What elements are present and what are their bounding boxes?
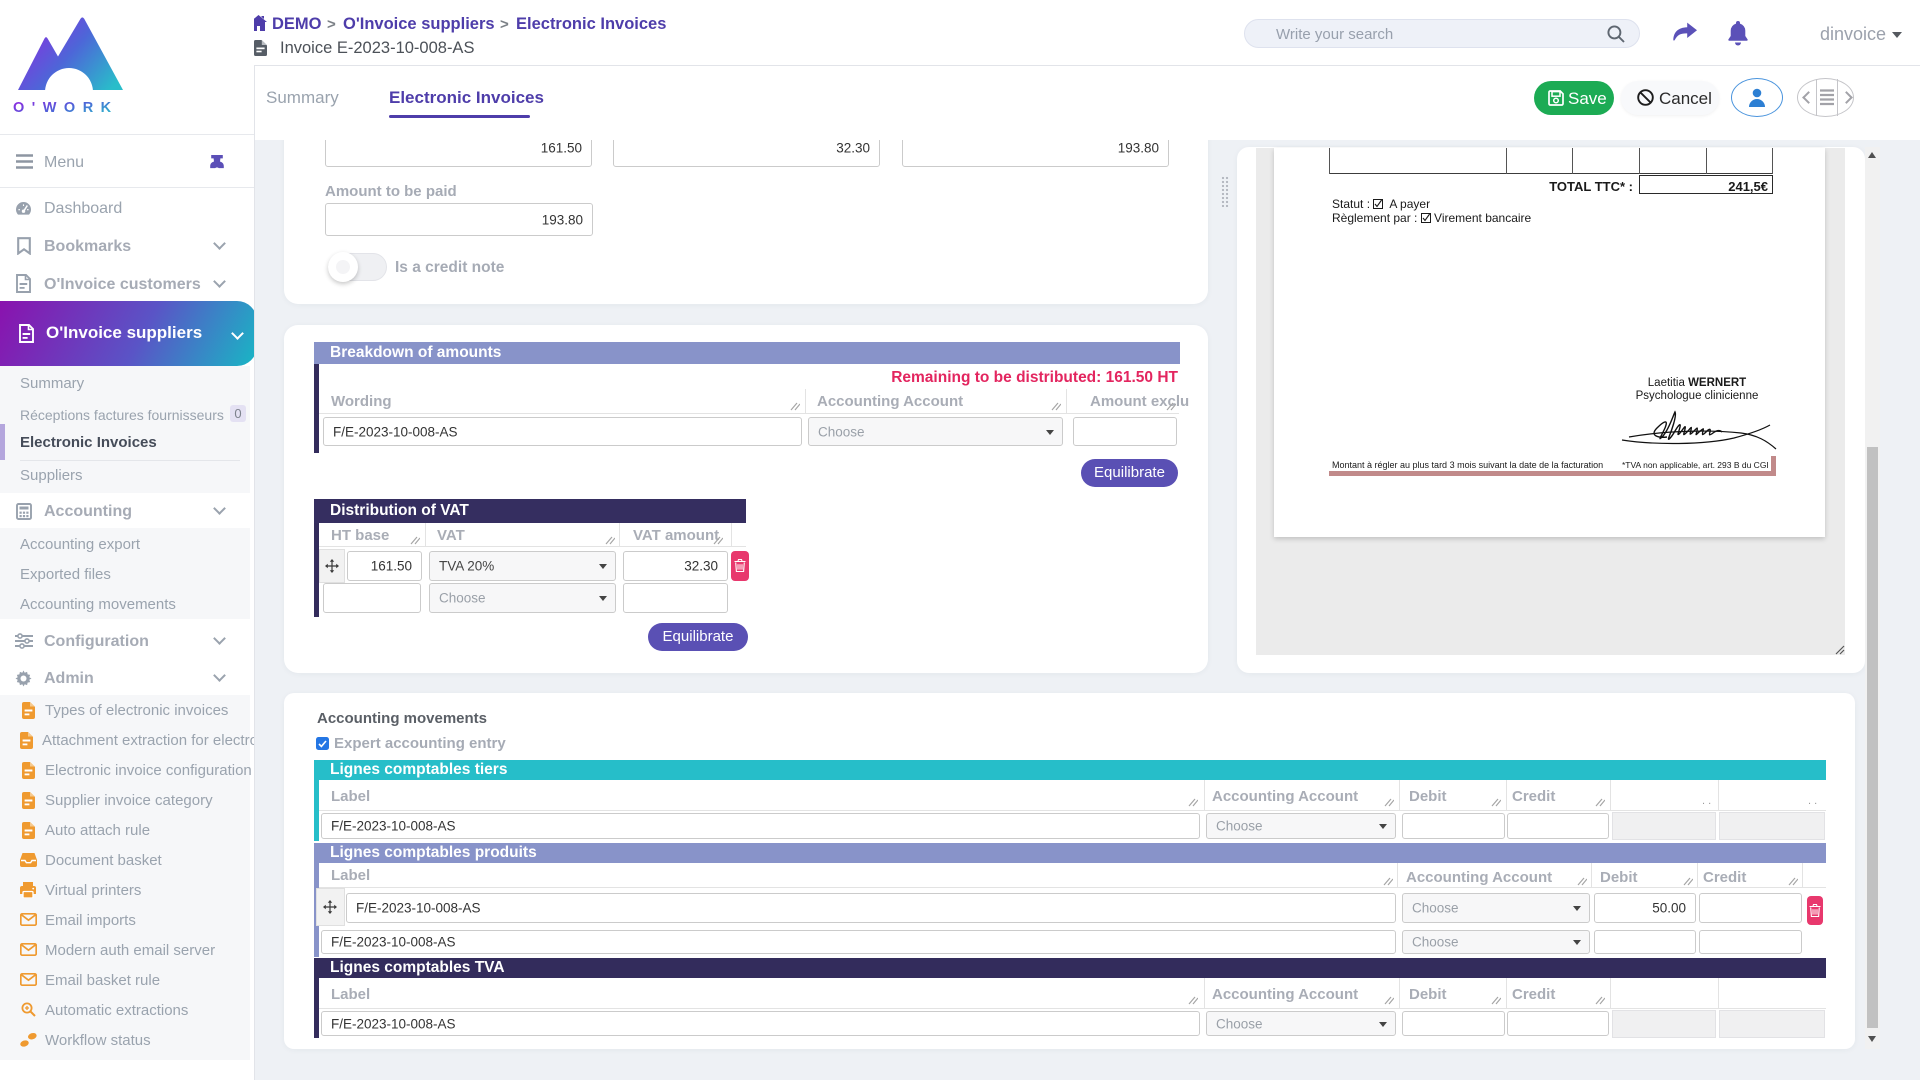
svg-text:O'WORK: O'WORK [13,100,119,116]
